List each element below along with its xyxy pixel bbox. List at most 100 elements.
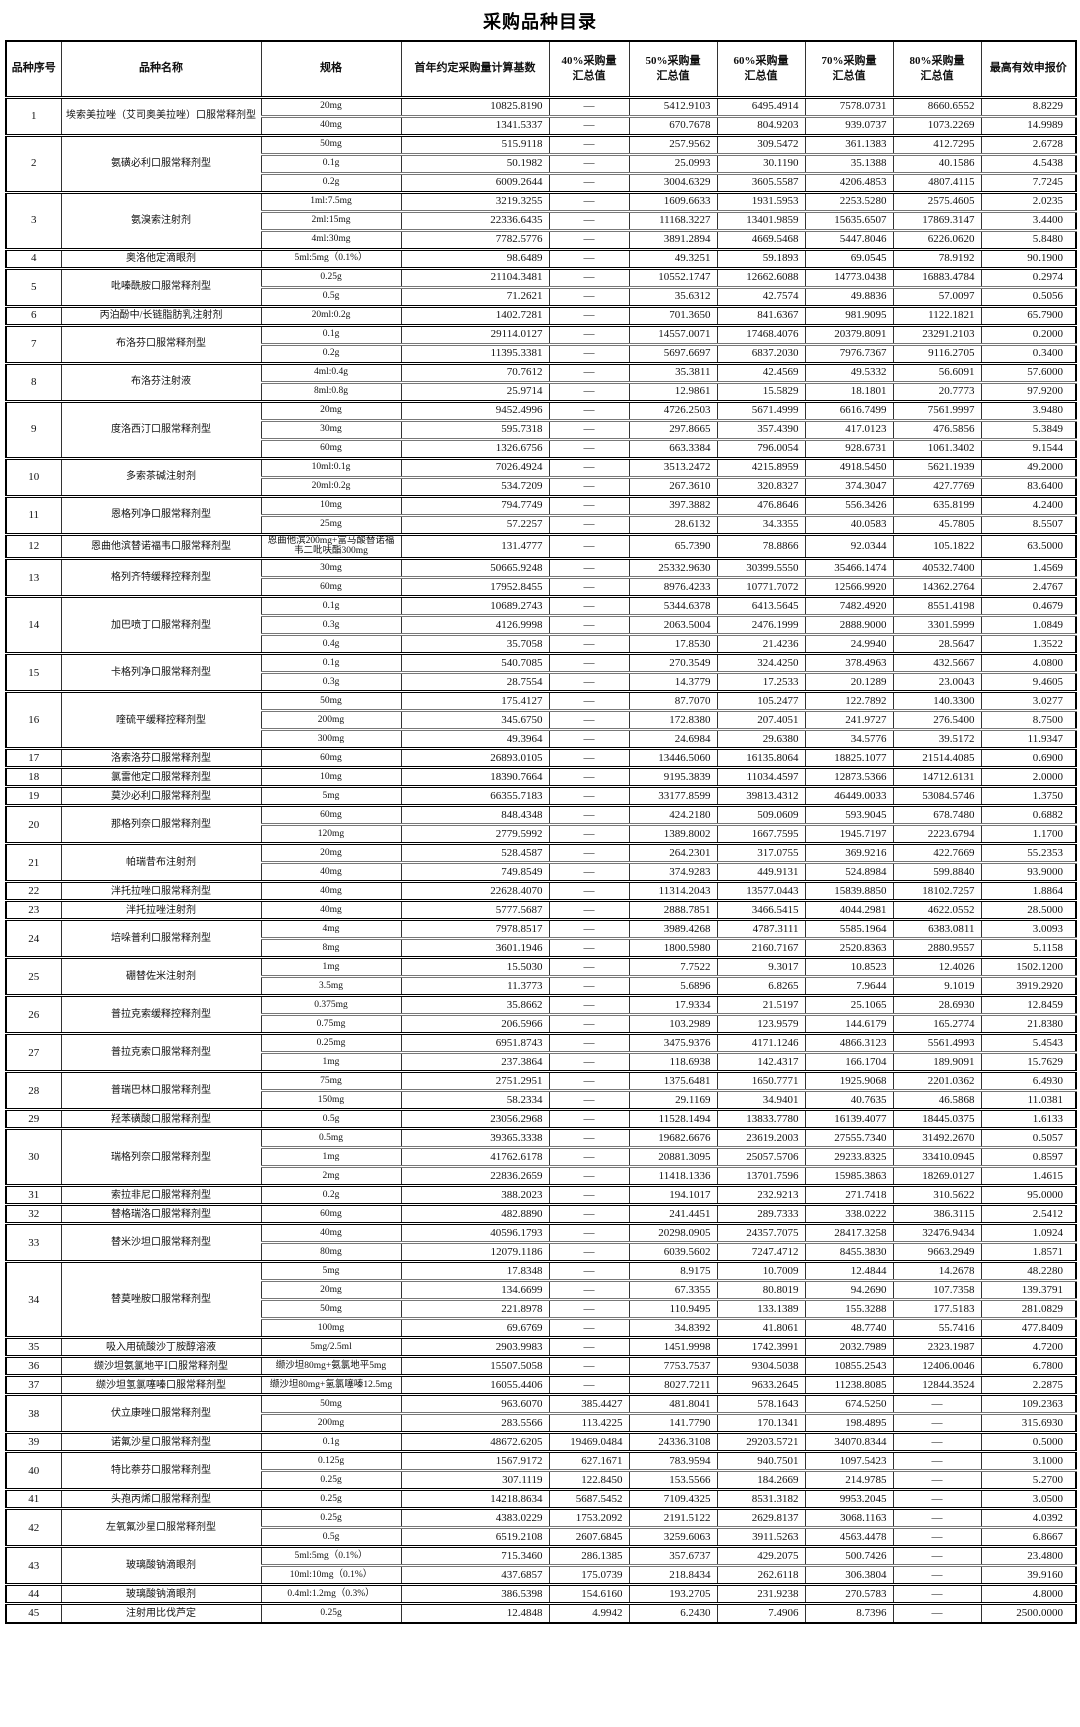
spec-cell: 60mg (260, 804, 402, 825)
seq-cell: 16 (5, 690, 62, 749)
value-cell: — (892, 1545, 982, 1566)
seq-cell: 31 (5, 1184, 62, 1205)
value-cell: 509.0609 (716, 804, 806, 825)
value-cell: 15635.6507 (804, 209, 894, 230)
value-cell: 3601.1946 (400, 937, 550, 958)
value-cell: — (548, 595, 630, 616)
price-cell: 4.0800 (980, 652, 1077, 673)
value-cell: — (892, 1602, 982, 1623)
price-cell: 21.8380 (980, 1013, 1077, 1034)
value-cell: 1341.5337 (400, 114, 550, 135)
value-cell: 142.4317 (716, 1051, 806, 1072)
value-cell: 5671.4999 (716, 399, 806, 420)
value-cell: 175.0739 (548, 1564, 630, 1585)
value-cell: 13577.0443 (716, 880, 806, 901)
price-cell: 1.3750 (980, 785, 1077, 806)
seq-cell: 33 (5, 1222, 62, 1262)
value-cell: 11168.3227 (628, 209, 718, 230)
value-cell: 701.3650 (628, 304, 718, 325)
seq-cell: 44 (5, 1583, 62, 1604)
value-cell: 2880.9557 (892, 937, 982, 958)
value-cell: 476.8646 (716, 494, 806, 515)
value-cell: 3891.2894 (628, 228, 718, 249)
seq-cell: 29 (5, 1108, 62, 1129)
spec-cell: 5ml:5mg（0.1%） (260, 247, 402, 268)
value-cell: 13446.5060 (628, 747, 718, 768)
price-cell: 1.0924 (980, 1222, 1077, 1243)
value-cell: 5412.9103 (628, 97, 718, 116)
name-cell: 吸入用硫酸沙丁胺醇溶液 (60, 1336, 262, 1357)
value-cell: 49.3251 (628, 247, 718, 268)
seq-cell: 41 (5, 1488, 62, 1509)
value-cell: 2520.8363 (804, 937, 894, 958)
spec-cell: 0.375mg (260, 994, 402, 1015)
price-cell: 0.6882 (980, 804, 1077, 825)
spec-cell: 50mg (260, 690, 402, 711)
value-cell: 1650.7771 (716, 1070, 806, 1091)
table-row: 22 泮托拉唑口服常释剂型 40mg 22628.4070—11314.2043 135… (5, 880, 1077, 901)
value-cell: 30.1190 (716, 152, 806, 173)
price-cell: 1.6133 (980, 1108, 1077, 1129)
value-cell: 21514.4085 (892, 747, 982, 768)
value-cell: 57.0097 (892, 285, 982, 306)
value-cell: 18390.7664 (400, 766, 550, 787)
header-row: 品种序号 品种名称 规格 首年约定采购量计算基数 40%采购量 汇总值 50%采购量 汇总… (5, 41, 1077, 99)
value-cell: — (548, 899, 630, 920)
name-cell: 玻璃酸钠滴眼剂 (60, 1583, 262, 1604)
value-cell: — (548, 418, 630, 439)
value-cell: 6009.2644 (400, 171, 550, 192)
table-row: 45 注射用比伐芦定 0.25g 12.4848 4.9942 6.2430 7.4906 8… (5, 1602, 1077, 1623)
value-cell: 257.9562 (628, 133, 718, 154)
spec-cell: 5mg/2.5ml (260, 1336, 402, 1357)
value-cell: 276.5400 (892, 709, 982, 730)
value-cell: — (892, 1507, 982, 1528)
spec-cell: 30mg (260, 557, 402, 578)
value-cell: 8531.3182 (716, 1488, 806, 1509)
price-cell: 8.8229 (980, 97, 1077, 116)
table-row: 14 加巴喷丁口服常释剂型 0.1g 10689.2743—5344.6378 6413… (5, 595, 1077, 654)
name-cell: 索拉非尼口服常释剂型 (60, 1184, 262, 1205)
price-cell: 2.5412 (980, 1203, 1077, 1224)
price-cell: 1.8571 (980, 1241, 1077, 1262)
spec-cell: 40mg (260, 899, 402, 920)
table-row: 17 洛索洛芬口服常释剂型 60mg 26893.0105—13446.5060 161… (5, 747, 1077, 768)
value-cell: 14557.0071 (628, 323, 718, 344)
value-cell: 5777.5687 (400, 899, 550, 920)
name-cell: 氨磺必利口服常释剂型 (60, 133, 262, 192)
value-cell: 21.4236 (716, 633, 806, 654)
value-cell: 4.9942 (548, 1602, 630, 1623)
value-cell: — (548, 937, 630, 958)
value-cell: 307.1119 (400, 1469, 550, 1490)
value-cell: 28.6132 (628, 513, 718, 534)
value-cell: 2888.9000 (804, 614, 894, 635)
value-cell: 45.7805 (892, 513, 982, 534)
value-cell: 214.9785 (804, 1469, 894, 1490)
value-cell: 49.5332 (804, 361, 894, 382)
value-cell: 534.7209 (400, 475, 550, 496)
price-cell: 6.8667 (980, 1526, 1077, 1547)
value-cell: 134.6699 (400, 1279, 550, 1300)
name-cell: 泮托拉唑口服常释剂型 (60, 880, 262, 901)
value-cell: 40.1586 (892, 152, 982, 173)
value-cell: 87.7070 (628, 690, 718, 711)
name-cell: 替格瑞洛口服常释剂型 (60, 1203, 262, 1224)
value-cell: 194.1017 (628, 1184, 718, 1205)
table-row: 0.5g 71.2621—35.6312 42.7574 49.8836 57.0097… (6, 285, 1077, 306)
seq-cell: 21 (5, 842, 62, 882)
table-row: 60mg 1326.6756—663.3384 796.0054 928.6731 10… (6, 437, 1077, 458)
price-cell: 477.8409 (980, 1317, 1077, 1338)
value-cell: 4563.4478 (804, 1526, 894, 1547)
value-cell: 141.7790 (628, 1412, 718, 1433)
table-row: 0.5g 6519.2108 2607.6845 3259.6063 3911.5263… (6, 1526, 1077, 1547)
table-row: 19 莫沙必利口服常释剂型 5mg 66355.7183—33177.8599 3981… (5, 785, 1077, 806)
name-cell: 帕瑞昔布注射剂 (60, 842, 262, 882)
value-cell: — (548, 671, 630, 692)
spec-cell: 10ml:0.1g (260, 456, 402, 477)
column-header: 50%采购量 汇总值 (628, 41, 718, 99)
value-cell: 1389.8002 (628, 823, 718, 844)
table-row: 28 普瑞巴林口服常释剂型 75mg 2751.2951—1375.6481 1650.… (5, 1070, 1077, 1110)
name-cell: 泮托拉唑注射剂 (60, 899, 262, 920)
value-cell: 29203.5721 (716, 1431, 806, 1452)
value-cell: 270.3549 (628, 652, 718, 673)
price-cell: 14.9989 (980, 114, 1077, 135)
